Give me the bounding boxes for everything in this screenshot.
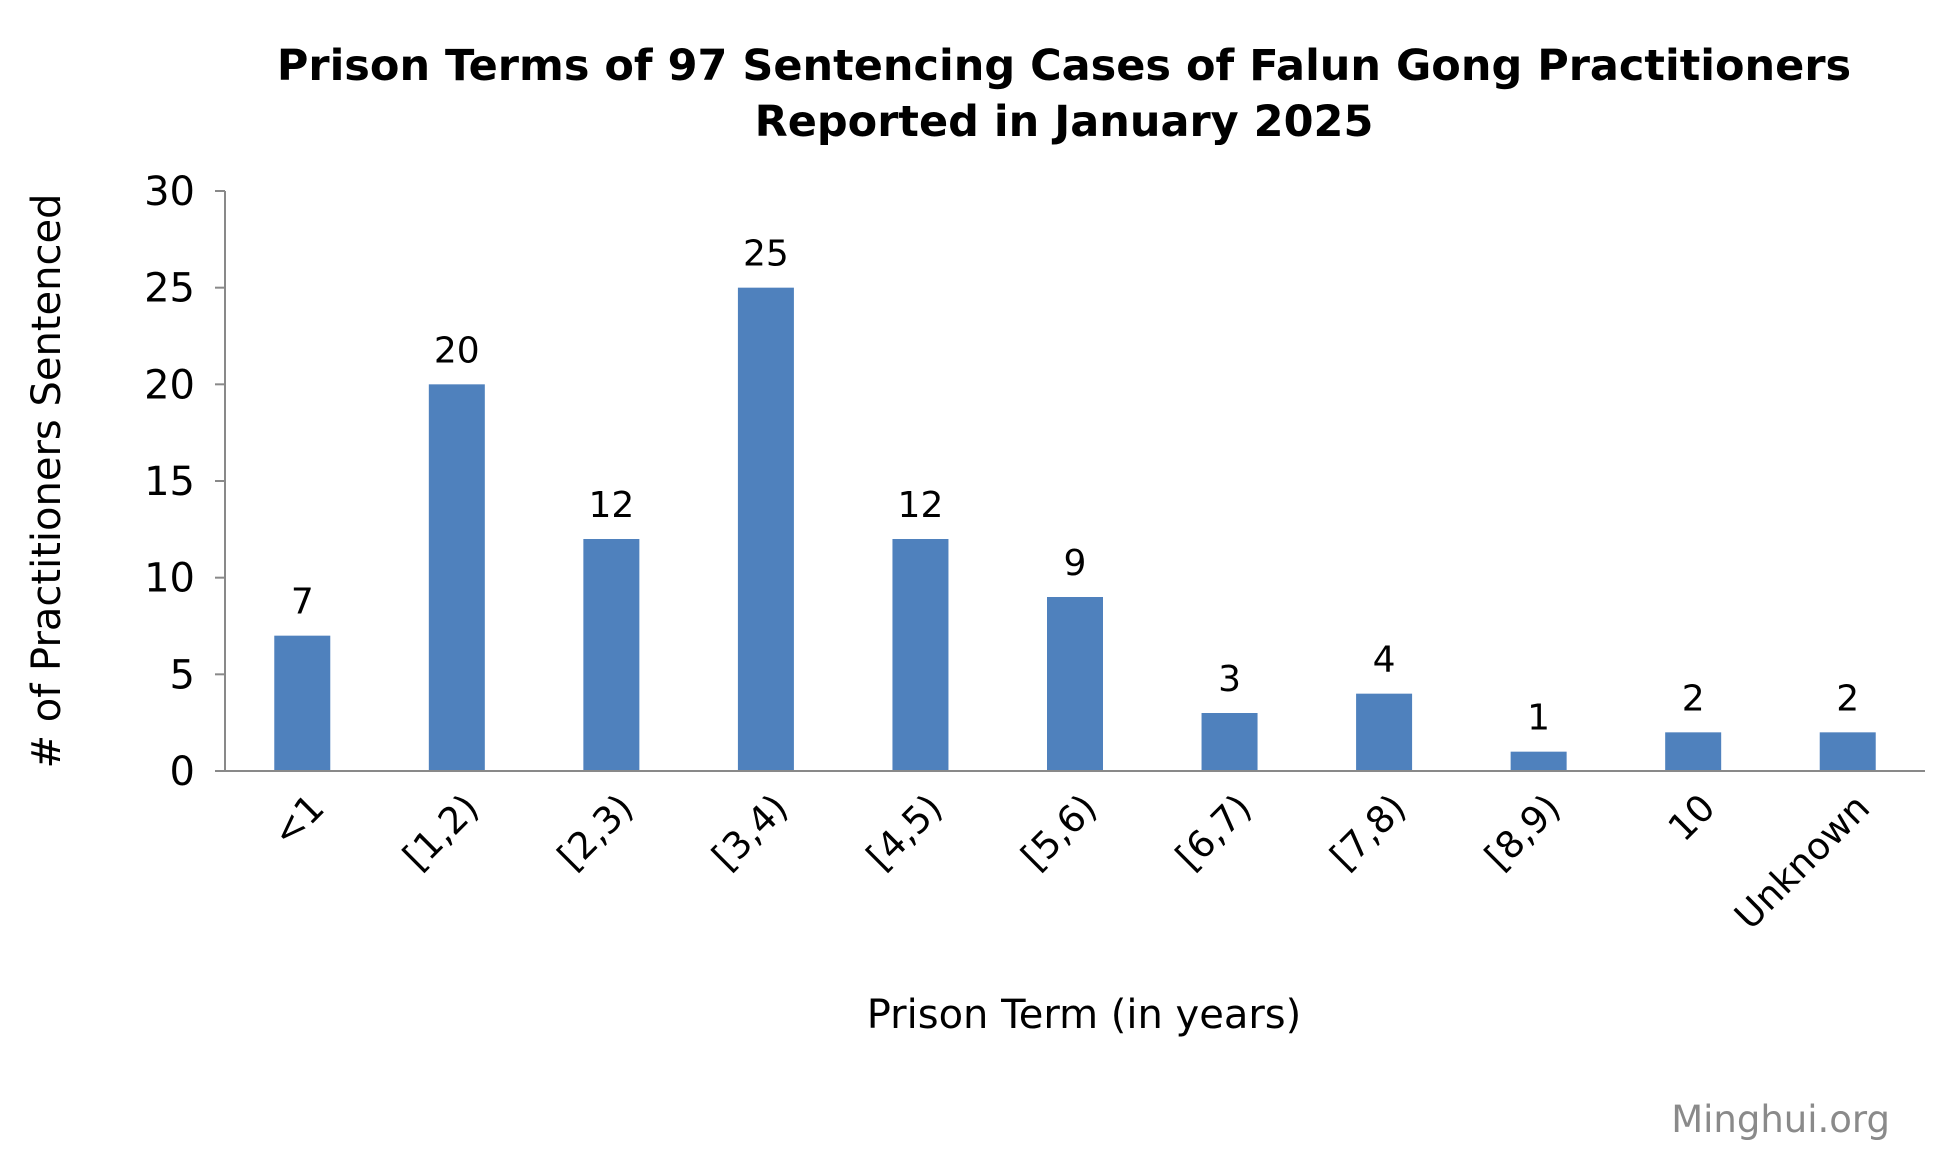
x-tick-label: [3,4) bbox=[704, 786, 796, 878]
x-tick-label: [4,5) bbox=[858, 786, 950, 878]
x-tick-label: Unknown bbox=[1726, 786, 1878, 938]
data-label: 3 bbox=[1218, 659, 1241, 700]
y-axis-ticks: 0 5 10 15 20 25 30 bbox=[144, 169, 225, 795]
bar bbox=[1510, 751, 1567, 771]
data-label: 4 bbox=[1373, 640, 1396, 681]
data-label: 25 bbox=[743, 234, 789, 275]
x-axis-title: Prison Term (in years) bbox=[867, 992, 1302, 1038]
data-label: 20 bbox=[434, 330, 480, 371]
data-label: 12 bbox=[588, 485, 634, 526]
chart-subtitle: Reported in January 2025 bbox=[755, 97, 1374, 147]
x-axis-categories: <1 [1,2) [2,3) [3,4) [4,5) [5,6) [6,7) [7,8) [8,… bbox=[264, 786, 1878, 938]
y-tick-label: 15 bbox=[144, 459, 195, 505]
bars bbox=[274, 287, 1876, 771]
bar bbox=[583, 539, 640, 771]
bar bbox=[892, 539, 949, 771]
data-label: 12 bbox=[898, 485, 944, 526]
y-tick-label: 0 bbox=[170, 749, 195, 795]
chart-title: Prison Terms of 97 Sentencing Cases of F… bbox=[277, 41, 1851, 91]
bar bbox=[274, 635, 331, 771]
x-tick-label: [8,9) bbox=[1477, 786, 1569, 878]
data-label: 9 bbox=[1064, 543, 1087, 584]
y-tick-label: 20 bbox=[144, 362, 195, 408]
bar bbox=[1047, 597, 1103, 771]
data-label: 1 bbox=[1527, 698, 1550, 739]
data-label: 2 bbox=[1682, 678, 1705, 719]
data-label: 2 bbox=[1836, 678, 1859, 719]
x-tick-label: [7,8) bbox=[1322, 786, 1414, 878]
x-tick-label: 10 bbox=[1660, 786, 1724, 850]
credit-watermark: Minghui.org bbox=[1671, 1098, 1890, 1141]
y-tick-label: 10 bbox=[144, 556, 195, 602]
bar bbox=[1819, 732, 1876, 771]
y-tick-label: 30 bbox=[144, 169, 195, 215]
y-tick-label: 5 bbox=[170, 652, 195, 698]
bar bbox=[1201, 713, 1258, 771]
x-tick-label: [5,6) bbox=[1013, 786, 1105, 878]
x-tick-label: <1 bbox=[264, 786, 333, 855]
x-tick-label: [2,3) bbox=[549, 786, 641, 878]
bar bbox=[428, 384, 485, 771]
bar bbox=[1665, 732, 1722, 771]
data-label: 7 bbox=[291, 582, 314, 623]
bar bbox=[737, 287, 794, 771]
bar bbox=[1356, 693, 1413, 771]
y-axis-title: # of Practitioners Sentenced bbox=[24, 194, 70, 769]
x-tick-label: [1,2) bbox=[395, 786, 487, 878]
x-tick-label: [6,7) bbox=[1167, 786, 1259, 878]
y-tick-label: 25 bbox=[144, 266, 195, 312]
